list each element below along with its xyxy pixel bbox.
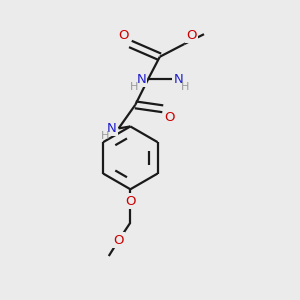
Text: O: O bbox=[113, 234, 124, 247]
Text: N: N bbox=[107, 122, 117, 135]
Text: O: O bbox=[186, 29, 197, 42]
Text: H: H bbox=[130, 82, 139, 92]
Text: O: O bbox=[118, 29, 128, 42]
Text: N: N bbox=[136, 73, 146, 86]
Text: O: O bbox=[125, 194, 136, 208]
Text: O: O bbox=[165, 111, 175, 124]
Text: H: H bbox=[101, 131, 109, 141]
Text: N: N bbox=[174, 73, 183, 86]
Text: H: H bbox=[181, 82, 190, 92]
